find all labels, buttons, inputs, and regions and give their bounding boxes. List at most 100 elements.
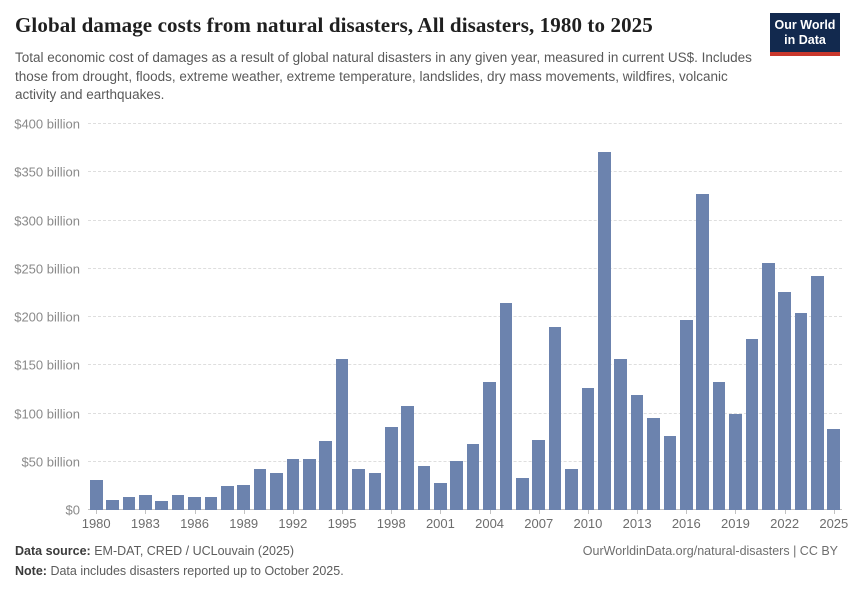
bar-1996[interactable] bbox=[352, 469, 365, 510]
bar-1990[interactable] bbox=[253, 469, 267, 510]
footer-link[interactable]: OurWorldinData.org/natural-disasters | C… bbox=[582, 544, 838, 558]
bar-2024[interactable] bbox=[811, 276, 824, 510]
bar-1991[interactable] bbox=[270, 473, 283, 510]
x-tick-label-2022: 2022 bbox=[770, 516, 800, 531]
x-tick-label-2007: 2007 bbox=[524, 516, 554, 531]
x-tick-mark-1989 bbox=[243, 510, 245, 514]
bar-1989[interactable] bbox=[237, 484, 251, 510]
bar-1993[interactable] bbox=[302, 458, 316, 510]
bar-slot-2011 bbox=[596, 124, 612, 510]
bar-2017[interactable] bbox=[696, 194, 709, 510]
bar-slot-2006 bbox=[514, 124, 530, 510]
bar-2022[interactable] bbox=[778, 291, 791, 510]
bar-slot-1983 bbox=[137, 124, 153, 510]
x-tick-label-1983: 1983 bbox=[130, 516, 160, 531]
bar-slot-1996 bbox=[350, 124, 366, 510]
y-tick-label-150: $150 billion bbox=[14, 357, 80, 373]
bar-2019[interactable] bbox=[729, 414, 742, 510]
bar-1998[interactable] bbox=[384, 427, 398, 510]
bar-1995[interactable] bbox=[335, 359, 349, 510]
bar-slot-2014 bbox=[645, 124, 661, 510]
bar-1980[interactable] bbox=[89, 480, 103, 510]
datasource-line: Data source: EM-DAT, CRED / UCLouvain (2… bbox=[15, 541, 344, 561]
logo-line1: Our World bbox=[774, 18, 836, 32]
bar-2018[interactable] bbox=[712, 381, 726, 510]
bar-2013[interactable] bbox=[630, 395, 644, 510]
bar-2009[interactable] bbox=[565, 468, 578, 510]
x-tick-label-1995: 1995 bbox=[327, 516, 357, 531]
bar-2011[interactable] bbox=[598, 152, 611, 510]
note-line: Note: Data includes disasters reported u… bbox=[15, 561, 344, 581]
x-tick-label-1992: 1992 bbox=[278, 516, 308, 531]
bar-1983[interactable] bbox=[139, 494, 152, 510]
gridline-50 bbox=[88, 460, 842, 462]
bar-2004[interactable] bbox=[483, 381, 496, 510]
bar-2001[interactable] bbox=[434, 482, 447, 510]
bar-2016[interactable] bbox=[679, 319, 693, 510]
bar-2000[interactable] bbox=[417, 465, 431, 510]
bar-2014[interactable] bbox=[647, 418, 660, 510]
y-tick-label-50: $50 billion bbox=[21, 454, 80, 470]
bar-slot-2003 bbox=[465, 124, 481, 510]
bar-slot-2012 bbox=[613, 124, 629, 510]
bar-slot-2019 bbox=[727, 124, 743, 510]
bar-2012[interactable] bbox=[614, 358, 627, 510]
bar-2015[interactable] bbox=[663, 435, 677, 510]
bar-2003[interactable] bbox=[466, 444, 480, 510]
bar-2005[interactable] bbox=[499, 302, 513, 510]
gridline-350 bbox=[88, 171, 842, 173]
bar-2002[interactable] bbox=[450, 460, 464, 510]
bar-1984[interactable] bbox=[155, 501, 169, 510]
x-tick-mark-2007 bbox=[538, 510, 540, 514]
bar-1986[interactable] bbox=[188, 497, 201, 510]
x-tick-mark-2001 bbox=[440, 510, 442, 514]
y-tick-label-0: $0 bbox=[65, 502, 80, 518]
bar-1985[interactable] bbox=[171, 494, 185, 510]
bar-2025[interactable] bbox=[827, 428, 841, 510]
y-tick-label-400: $400 billion bbox=[14, 116, 80, 132]
owid-logo[interactable]: Our World in Data bbox=[770, 13, 840, 56]
bar-slot-2015 bbox=[662, 124, 678, 510]
bar-slot-2024 bbox=[809, 124, 825, 510]
chart-title: Global damage costs from natural disaste… bbox=[15, 13, 653, 37]
bar-chart: $0 $50 billion $100 billion $150 billion $20… bbox=[0, 117, 850, 538]
bar-slot-2004 bbox=[481, 124, 497, 510]
bar-1999[interactable] bbox=[401, 405, 414, 510]
bar-2020[interactable] bbox=[745, 339, 759, 510]
footer-source-note: Data source: EM-DAT, CRED / UCLouvain (2… bbox=[15, 541, 344, 581]
gridline-200 bbox=[88, 316, 842, 317]
bar-slot-2009 bbox=[563, 124, 579, 510]
y-tick-label-350: $350 billion bbox=[14, 164, 80, 180]
x-tick-mark-1980 bbox=[96, 510, 98, 514]
bar-slot-2007 bbox=[531, 124, 547, 510]
bar-1987[interactable] bbox=[204, 496, 218, 510]
bar-1997[interactable] bbox=[368, 473, 382, 510]
bar-2007[interactable] bbox=[532, 439, 546, 510]
bar-1988[interactable] bbox=[221, 485, 234, 510]
bar-2010[interactable] bbox=[581, 388, 595, 510]
x-tick-mark-2019 bbox=[735, 510, 737, 514]
gridline-400 bbox=[88, 123, 842, 124]
bar-slot-2016 bbox=[678, 124, 694, 510]
bar-1981[interactable] bbox=[106, 500, 119, 510]
gridline-250 bbox=[88, 267, 842, 269]
bar-2021[interactable] bbox=[761, 262, 775, 510]
x-tick-label-2013: 2013 bbox=[622, 516, 652, 531]
x-tick-mark-2013 bbox=[637, 510, 639, 514]
x-axis-labels: 1980 1983 1986 1989 1992 1995 1998 2001 2004 2007… bbox=[82, 510, 848, 538]
y-tick-label-300: $300 billion bbox=[14, 213, 80, 228]
bar-2023[interactable] bbox=[794, 313, 808, 510]
x-tick-label-2010: 2010 bbox=[573, 516, 603, 531]
x-tick-mark-1986 bbox=[194, 510, 196, 514]
bar-1982[interactable] bbox=[122, 497, 136, 510]
x-tick-label-1998: 1998 bbox=[376, 516, 406, 531]
y-axis-labels: $0 $50 billion $100 billion $150 billion $20… bbox=[0, 117, 80, 518]
bar-2008[interactable] bbox=[548, 326, 562, 510]
bar-slot-2013 bbox=[629, 124, 645, 510]
note-label: Note: bbox=[15, 564, 47, 578]
bar-1992[interactable] bbox=[286, 458, 300, 510]
bar-1994[interactable] bbox=[319, 440, 332, 510]
bar-slot-2008 bbox=[547, 124, 563, 510]
bar-slot-1988 bbox=[219, 124, 235, 510]
bar-2006[interactable] bbox=[516, 478, 529, 510]
